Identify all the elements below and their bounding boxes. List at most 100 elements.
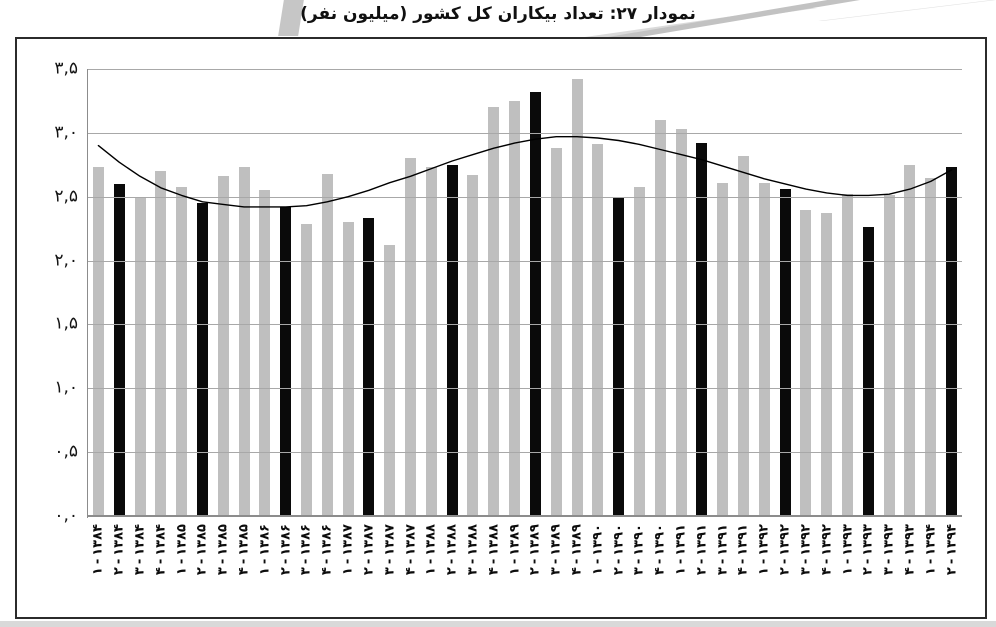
x-tick-label: ۲ - ۱۳۹۴ [941,523,962,607]
x-tick-label: ۴ - ۱۳۸۹ [567,523,588,607]
x-tick-label-part: ۴ [319,567,335,576]
x-tick-label: ۱ - ۱۳۹۳ [837,523,858,607]
x-tick-label-part: - [236,558,252,565]
x-tick-label: ۳ - ۱۳۸۴ [130,523,151,607]
x-tick-label: ۳ - ۱۳۸۵ [213,523,234,607]
x-tick-label-part: ۱۳۸۵ [215,524,231,556]
x-tick-label: ۴ - ۱۳۹۱ [733,523,754,607]
x-tick-label-part: ۴ [652,567,668,576]
bar [259,190,271,516]
x-tick-label-part: - [569,558,585,565]
x-tick-label-part: - [902,558,918,565]
x-tick-label-part: - [715,558,731,565]
x-tick-label-part: - [527,558,543,565]
x-tick-label-part: ۱۳۹۲ [756,524,772,556]
x-tick-label-part: - [132,558,148,565]
bar [425,167,437,516]
x-tick-label-part: ۴ [569,567,585,576]
x-tick-label-part: ۱ [340,567,356,576]
x-tick-label-part: ۳ [881,567,897,576]
x-tick-label-part: ۱۳۹۱ [735,524,751,556]
x-tick-label: ۳ - ۱۳۸۹ [546,523,567,607]
x-tick-label-part: ۱ [257,567,273,576]
x-tick-label-part: - [215,558,231,565]
x-tick-label-part: - [340,558,356,565]
x-tick-label-part: ۳ [382,567,398,576]
bar [529,92,541,516]
bar [800,209,812,516]
bar [842,194,854,516]
x-tick-label: ۲ - ۱۳۸۶ [275,523,296,607]
x-tick-label-part: ۱ [673,567,689,576]
x-tick-label-part: ۳ [548,567,564,576]
chart-title: نمودار ۲۷: تعداد بیکاران کل کشور (میلیون… [300,4,696,24]
x-tick-label-part: - [652,558,668,565]
bar [675,129,687,516]
x-tick-label-part: ۴ [902,567,918,576]
bar [321,173,333,516]
bar [946,167,958,516]
x-tick-label: ۳ - ۱۳۸۶ [296,523,317,607]
x-tick-label-part: ۴ [735,567,751,576]
bar [571,79,583,516]
x-tick-label: ۱ - ۱۳۹۴ [920,523,941,607]
x-tick-label-part: - [194,558,210,565]
x-tick-label-part: - [423,558,439,565]
x-tick-label-part: ۳ [132,567,148,576]
x-tick-label-part: ۱۳۸۹ [527,524,543,556]
x-tick-label-part: ۲ [777,567,793,576]
x-tick-label-part: ۱۳۸۷ [403,524,419,556]
x-tick-label-part: ۱۳۸۵ [236,524,252,556]
x-tick-label-part: ۱ [423,567,439,576]
x-tick-label: ۳ - ۱۳۸۸ [463,523,484,607]
x-tick-label-part: - [486,558,502,565]
bar [696,143,708,516]
x-tick-label: ۲ - ۱۳۸۵ [192,523,213,607]
x-tick-label-part: ۱ [507,567,523,576]
plot-area [87,69,962,518]
x-tick-label-part: ۱۳۸۸ [486,524,502,556]
x-tick-label-part: ۱۳۹۳ [902,524,918,556]
x-tick-label: ۴ - ۱۳۹۳ [900,523,921,607]
x-tick-label-part: - [257,558,273,565]
x-tick-label-part: - [631,558,647,565]
x-tick-label-part: ۱۳۸۶ [257,524,273,556]
x-tick-label: ۳ - ۱۳۹۰ [629,523,650,607]
x-tick-label-part: - [881,558,897,565]
x-tick-label: ۲ - ۱۳۹۱ [691,523,712,607]
bar [176,186,188,516]
y-tick-label: ۰,۵ [54,441,78,462]
y-tick-label: ۰,۰ [54,505,78,526]
x-tick-label-part: ۱ [590,567,606,576]
bar [384,245,396,516]
x-tick-label-part: - [382,558,398,565]
x-tick-label-part: ۱ [90,567,106,576]
x-tick-label: ۱ - ۱۳۸۸ [421,523,442,607]
bar [613,196,625,516]
y-tick-label: ۳,۵ [54,58,78,79]
bar [92,167,104,516]
x-tick-label: ۳ - ۱۳۸۷ [379,523,400,607]
x-tick-label-part: ۱۳۸۷ [361,524,377,556]
x-tick-label: ۴ - ۱۳۸۷ [400,523,421,607]
x-tick-label: ۱ - ۱۳۸۵ [171,523,192,607]
bar [134,196,146,516]
x-tick-label-part: ۳ [798,567,814,576]
x-tick-label: ۱ - ۱۳۸۷ [338,523,359,607]
x-tick-label-part: ۱۳۹۳ [881,524,897,556]
x-tick-label-part: ۲ [527,567,543,576]
x-tick-label-part: ۱۳۸۴ [153,524,169,556]
x-tick-label-part: ۱۳۹۲ [777,524,793,556]
x-tick-label: ۳ - ۱۳۹۲ [796,523,817,607]
bar [342,222,354,516]
bar [883,195,895,516]
bar [446,164,458,516]
bar [592,144,604,516]
x-tick-label-part: ۱۳۸۹ [548,524,564,556]
x-tick-label-part: - [923,558,939,565]
x-tick-label-part: ۲ [611,567,627,576]
bars-layer [88,69,962,516]
x-tick-label-part: ۱۳۹۰ [652,524,668,556]
bar [738,155,749,516]
bar [405,158,417,516]
